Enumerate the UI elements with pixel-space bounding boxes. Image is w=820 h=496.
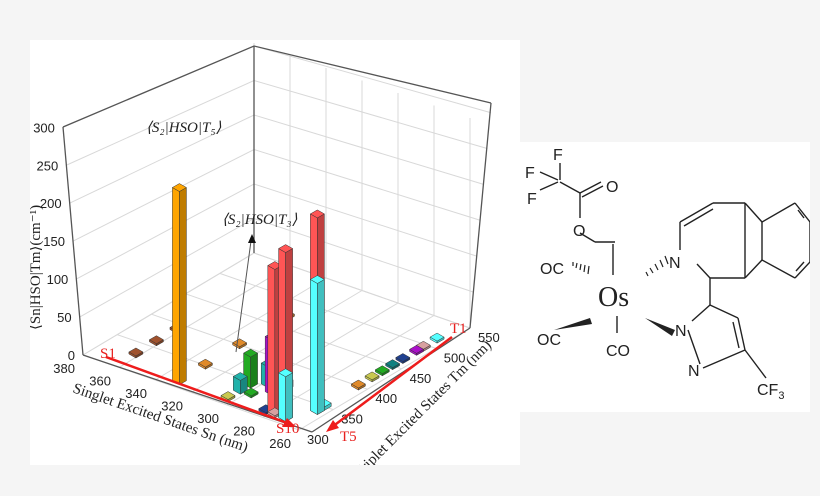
x-tick-label: 320 — [161, 399, 183, 414]
z-axis-ticks: 0 50 100 150 200 250 300 — [33, 120, 75, 363]
y-tick-label: 450 — [410, 371, 432, 386]
bar3d-chart-panel: 0 50 100 150 200 250 300 380 360 340 320 300 280 260… — [30, 40, 520, 465]
z-tick-label: 100 — [47, 272, 69, 287]
bar — [197, 358, 213, 370]
atom-n-isoquinoline: N — [669, 255, 681, 272]
stereo-bonds — [554, 255, 675, 336]
x-axis-title: Singlet Excited States Sn (nm) — [71, 381, 250, 456]
annotation-arrow — [235, 234, 256, 353]
y-tick-label: 550 — [478, 330, 500, 345]
ligand-co-top-left: OC — [540, 261, 564, 278]
bonds — [539, 163, 810, 379]
triplet-arrow — [326, 336, 453, 432]
bar — [232, 338, 248, 350]
x-tick-label: 260 — [269, 436, 291, 451]
bar — [171, 183, 187, 386]
y-axis-title: Triplet Excited States Tm (nm) — [352, 338, 495, 465]
bar — [395, 353, 411, 364]
bar — [350, 379, 366, 391]
bar — [148, 335, 164, 347]
atom-f-left: F — [525, 165, 535, 182]
y-tick-label: 400 — [375, 391, 397, 406]
bar — [385, 359, 401, 371]
bar3d-chart: 0 50 100 150 200 250 300 380 360 340 320 300 280 260… — [30, 43, 500, 465]
t5-label: T5 — [340, 429, 357, 445]
annotation-s2-t3: ⟨S₂|HSO|T₃⟩ — [222, 212, 298, 228]
atom-f-bottom: F — [527, 191, 537, 208]
axis-frame — [62, 45, 492, 433]
s1-label: S1 — [100, 346, 116, 362]
y-tick-label: 500 — [444, 350, 466, 365]
z-tick-label: 200 — [40, 196, 62, 211]
os-complex-structure: F F F O O OC Os N OC CO N N CF3 — [525, 147, 810, 402]
y-tick-label: 300 — [307, 432, 329, 447]
z-tick-label: 300 — [33, 120, 55, 135]
atom-f-top: F — [553, 147, 563, 164]
bars — [128, 183, 445, 423]
bar — [278, 368, 294, 423]
x-tick-label: 380 — [53, 361, 75, 376]
singlet-arrow — [105, 355, 296, 427]
z-tick-label: 150 — [43, 234, 65, 249]
z-tick-label: 50 — [57, 310, 71, 325]
atom-n-pyrazole-2: N — [688, 363, 700, 380]
atom-o-carbonyl: O — [606, 179, 618, 196]
annotation-s2-t5: ⟨S₂|HSO|T₅⟩ — [146, 120, 222, 136]
group-cf3: CF3 — [757, 382, 784, 402]
z-tick-label: 0 — [68, 348, 75, 363]
x-tick-label: 360 — [89, 374, 111, 389]
z-tick-label: 250 — [37, 158, 59, 173]
bar — [374, 365, 390, 377]
atom-labels: F F F O O OC Os N OC CO N N CF3 — [525, 147, 784, 402]
x-tick-label: 280 — [233, 424, 255, 439]
s10-label: S10 — [276, 421, 299, 437]
x-tick-label: 300 — [197, 411, 219, 426]
atom-os: Os — [598, 282, 629, 313]
bar — [243, 387, 259, 399]
bar — [309, 275, 325, 415]
bar — [364, 371, 380, 383]
z-axis-title: ⟨Sn|HSO|Tm⟩(cm⁻¹) — [30, 205, 44, 330]
bar — [128, 347, 144, 359]
molecule-structure-panel: F F F O O OC Os N OC CO N N CF3 — [518, 142, 810, 412]
ligand-co-bottom-left: OC — [537, 332, 561, 349]
bar — [220, 391, 236, 403]
bar — [409, 345, 425, 356]
x-tick-label: 340 — [125, 386, 147, 401]
atom-o-ester: O — [573, 223, 585, 240]
bar — [232, 372, 248, 395]
x-axis-ticks: 380 360 340 320 300 280 260 — [53, 361, 291, 451]
ligand-co-bottom: CO — [606, 343, 630, 360]
bar — [429, 332, 445, 344]
t1-label: T1 — [450, 321, 467, 337]
atom-n-pyrazole-1: N — [675, 323, 687, 340]
